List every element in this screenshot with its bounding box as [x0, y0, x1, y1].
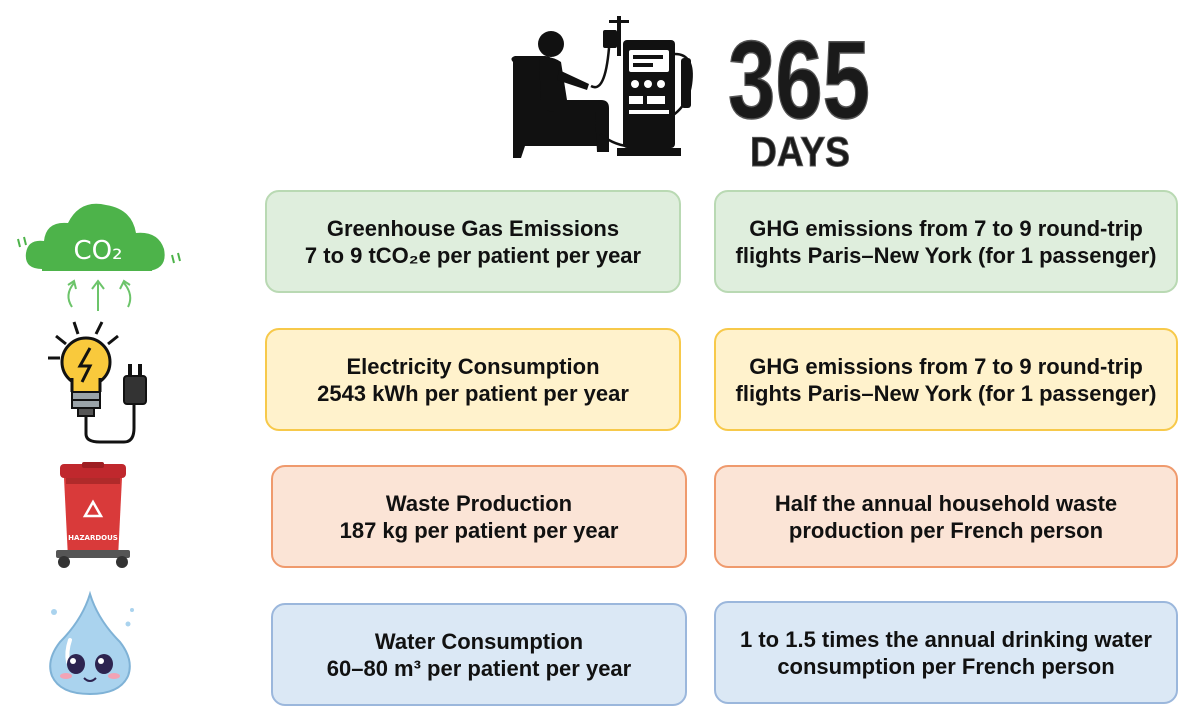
days-label-text: DAYS — [750, 128, 850, 170]
metric-value: 2543 kWh per patient per year — [317, 380, 629, 406]
waste-equivalent-box: Half the annual household waste producti… — [714, 465, 1178, 568]
equivalent-line: 1 to 1.5 times the annual drinking water — [740, 626, 1152, 652]
dialysis-patient-icon — [505, 14, 700, 162]
days-counter-logo: 365 DAYS — [727, 18, 874, 175]
metric-value: 187 kg per patient per year — [339, 517, 619, 543]
metric-title: Greenhouse Gas Emissions — [326, 215, 620, 241]
hazardous-bin-icon: HAZARDOUS — [52, 462, 134, 570]
equivalent-line: GHG emissions from 7 to 9 round-trip — [749, 353, 1143, 379]
ghg-equivalent-box: GHG emissions from 7 to 9 round-trip fli… — [714, 190, 1178, 293]
equivalent-line: flights Paris–New York (for 1 passenger) — [735, 242, 1157, 268]
electricity-equivalent-box: GHG emissions from 7 to 9 round-trip fli… — [714, 328, 1178, 431]
metric-value: 60–80 m³ per patient per year — [326, 655, 632, 681]
equivalent-line: GHG emissions from 7 to 9 round-trip — [749, 215, 1143, 241]
co2-cloud-icon: CO₂ — [14, 195, 184, 317]
water-equivalent-box: 1 to 1.5 times the annual drinking water… — [714, 601, 1178, 704]
days-number-text: 365 — [728, 19, 870, 142]
metric-title: Electricity Consumption — [346, 353, 600, 379]
metric-title: Waste Production — [385, 490, 573, 516]
equivalent-line: production per French person — [788, 517, 1104, 543]
metric-value: 7 to 9 tCO₂e per patient per year — [304, 242, 642, 268]
water-consumption-box: Water Consumption 60–80 m³ per patient p… — [271, 603, 687, 706]
electricity-consumption-box: Electricity Consumption 2543 kWh per pat… — [265, 328, 681, 431]
lightbulb-plug-icon — [44, 318, 164, 448]
waste-production-box: Waste Production 187 kg per patient per … — [271, 465, 687, 568]
water-drop-character-icon — [36, 590, 144, 702]
equivalent-line: flights Paris–New York (for 1 passenger) — [735, 380, 1157, 406]
equivalent-line: consumption per French person — [777, 653, 1115, 679]
co2-label: CO₂ — [73, 236, 122, 266]
bin-label: HAZARDOUS — [68, 534, 118, 542]
ghg-emissions-box: Greenhouse Gas Emissions 7 to 9 tCO₂e pe… — [265, 190, 681, 293]
metric-title: Water Consumption — [374, 628, 584, 654]
equivalent-line: Half the annual household waste — [774, 490, 1118, 516]
